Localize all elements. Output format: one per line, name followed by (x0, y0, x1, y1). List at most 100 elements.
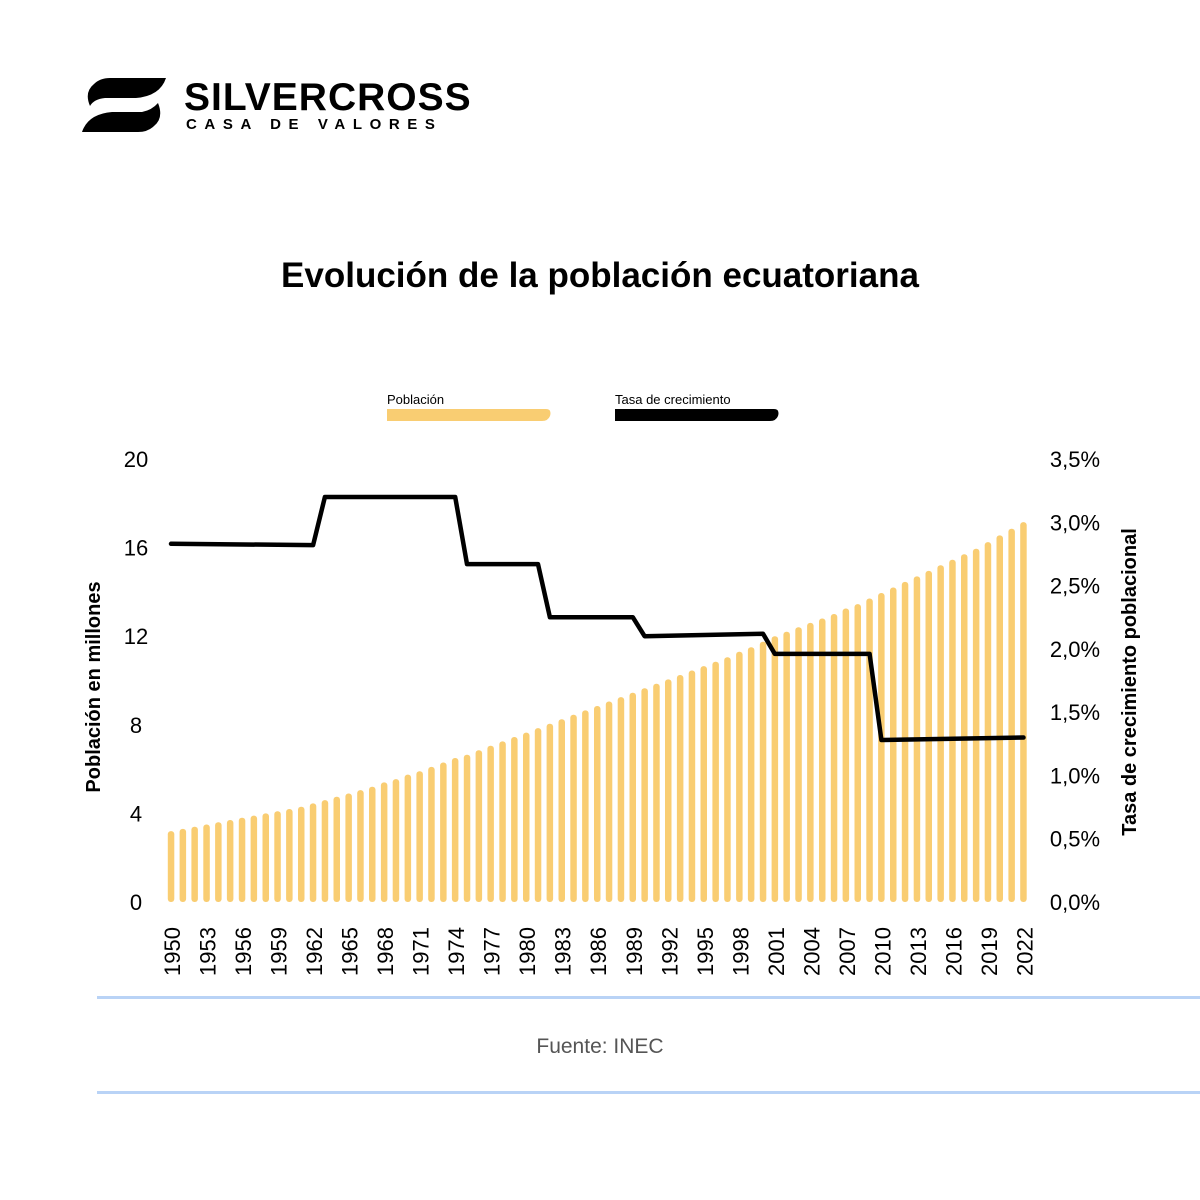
population-bar (641, 688, 648, 902)
x-tick-label: 1971 (409, 927, 434, 976)
chart-legend: Población Tasa de crecimiento (387, 392, 779, 421)
x-axis-ticks: 1950 1953 1956 1959 1962 1965 1968 1971 1974 1977… (160, 927, 1038, 976)
brand-logo: SILVERCROSS CASA DE VALORES (80, 76, 471, 136)
x-tick-label: 1986 (586, 927, 611, 976)
y-tick-label: 8 (130, 713, 142, 738)
x-tick-label: 2001 (764, 927, 789, 976)
population-bar (475, 750, 483, 902)
x-tick-label: 1980 (515, 927, 540, 976)
population-bar (511, 737, 518, 902)
population-bar (830, 614, 838, 902)
population-bar (996, 535, 1003, 902)
x-tick-label: 2013 (906, 927, 931, 976)
y-tick-label: 12 (124, 624, 148, 649)
population-bar (416, 771, 423, 902)
population-bar (700, 666, 707, 902)
population-bar (226, 820, 234, 902)
x-tick-label: 1953 (196, 927, 221, 976)
population-bar (747, 647, 755, 902)
x-tick-label: 2016 (941, 927, 966, 976)
x-tick-label: 1977 (480, 927, 505, 976)
y-tick-label: 16 (124, 536, 148, 561)
population-bar (570, 714, 577, 902)
population-bar (890, 587, 897, 902)
growth-rate-line-layer (168, 494, 1026, 743)
population-bar (925, 570, 932, 902)
x-tick-label: 1965 (338, 927, 363, 976)
population-chart: Población Tasa de crecimiento 048121620 … (83, 392, 1141, 976)
x-tick-label: 2010 (870, 927, 895, 976)
population-bar (937, 565, 944, 902)
population-bar (842, 608, 850, 902)
x-tick-label: 1968 (373, 927, 398, 976)
population-bar (463, 754, 471, 902)
population-bar (179, 828, 187, 902)
x-tick-label: 1956 (231, 927, 256, 976)
y2-tick-label: 1,0% (1050, 763, 1100, 788)
population-bar (949, 559, 956, 902)
y2-tick-label: 2,5% (1050, 574, 1100, 599)
y2-tick-label: 1,5% (1050, 700, 1100, 725)
population-bar (345, 793, 352, 902)
x-tick-label: 1983 (551, 927, 576, 976)
population-bar (866, 598, 873, 902)
x-tick-label: 1992 (657, 927, 682, 976)
population-bar (961, 554, 968, 902)
population-bar (203, 824, 210, 902)
population-bar (582, 710, 589, 902)
brand-tagline: CASA DE VALORES (186, 116, 443, 133)
population-bar (688, 670, 696, 902)
population-bar (404, 774, 412, 902)
population-bar (369, 786, 376, 902)
population-bar (357, 790, 364, 902)
x-tick-label: 2007 (835, 927, 860, 976)
y2-tick-label: 3,5% (1050, 447, 1100, 472)
population-bar (629, 692, 636, 902)
x-tick-label: 1950 (160, 927, 185, 976)
y2-axis-label: Tasa de crecimiento poblacional (1119, 528, 1141, 836)
y2-tick-label: 3,0% (1050, 510, 1100, 535)
x-tick-label: 1962 (302, 927, 327, 976)
population-bar (274, 811, 281, 902)
x-tick-label: 1989 (622, 927, 647, 976)
population-bar (286, 809, 293, 902)
legend-swatch-tasa (615, 409, 779, 421)
population-bar (499, 741, 506, 902)
population-bar (605, 701, 613, 902)
population-bar (878, 593, 885, 902)
population-bar (309, 803, 317, 902)
x-tick-label: 1959 (267, 927, 292, 976)
y2-tick-label: 0,0% (1050, 890, 1100, 915)
y2-tick-label: 0,5% (1050, 827, 1100, 852)
population-bar (333, 796, 340, 902)
population-bar (901, 581, 909, 902)
population-bar (298, 806, 305, 902)
population-bar (736, 651, 743, 902)
population-bar (262, 813, 269, 902)
y-axis-label: Población en millones (83, 581, 105, 792)
x-tick-label: 1998 (728, 927, 753, 976)
population-bar (665, 679, 672, 902)
population-bar (428, 766, 435, 902)
population-bar (759, 641, 767, 902)
population-bar (807, 622, 814, 902)
population-bar (451, 758, 459, 902)
legend-label-poblacion: Población (387, 392, 444, 407)
population-bar (523, 732, 530, 902)
footer-divider-bottom (97, 1091, 1200, 1094)
population-bar (712, 661, 719, 902)
population-bar (676, 675, 684, 902)
population-bar (250, 815, 258, 902)
y-tick-label: 0 (130, 890, 142, 915)
population-bar (380, 782, 388, 902)
population-bar (191, 826, 198, 902)
x-tick-label: 2004 (799, 927, 824, 976)
population-bar (1020, 522, 1027, 902)
population-bar (724, 657, 731, 902)
left-axis-ticks: 0 4 8 12 16 20 (124, 447, 148, 915)
right-axis-ticks: 0,0% 0,5% 1,0% 1,5% 2,0% 2,5% 3,0% 3,5% (1050, 447, 1100, 915)
population-bar (771, 636, 779, 902)
population-bar (819, 618, 826, 902)
population-bar (783, 631, 790, 902)
x-tick-label: 2019 (977, 927, 1002, 976)
